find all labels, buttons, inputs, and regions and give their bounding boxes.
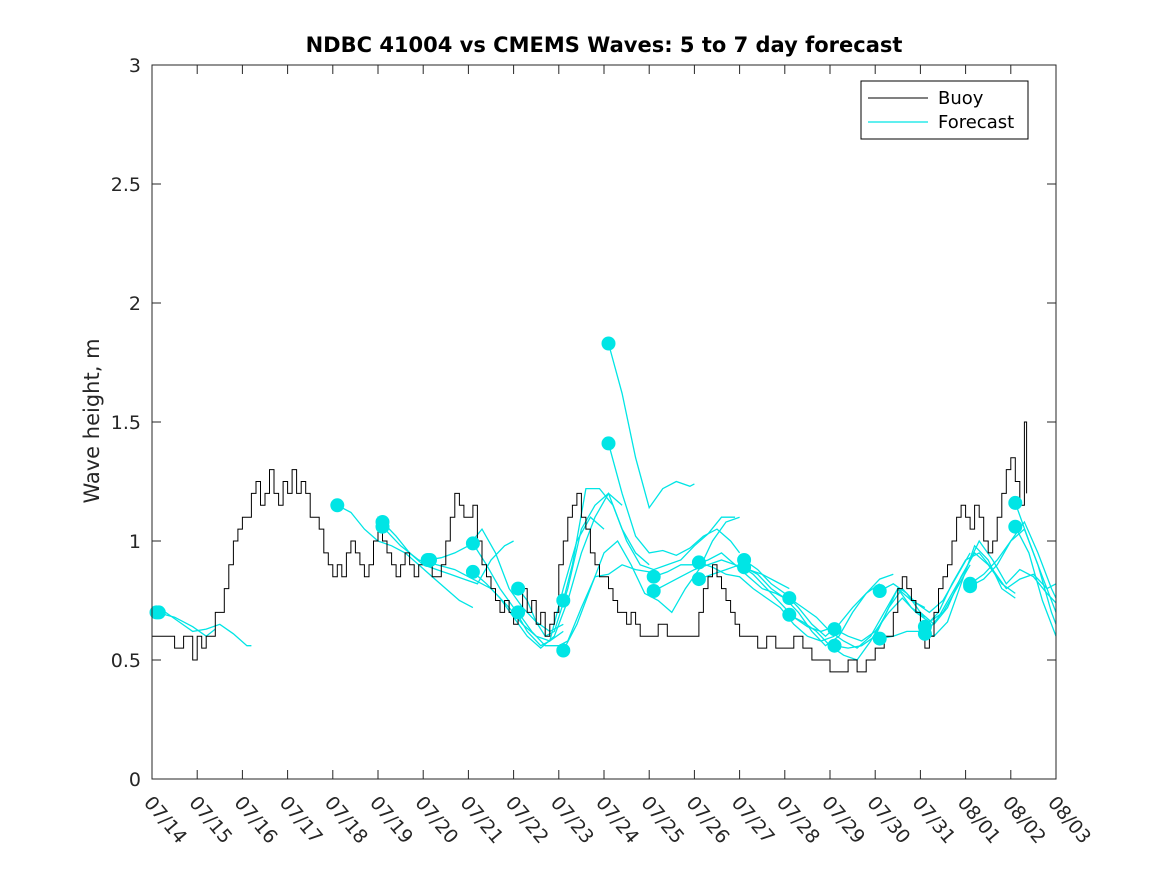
forecast-line-13 <box>607 343 695 510</box>
forecast-start-marker-31 <box>963 579 978 594</box>
legend-buoy-label: Buoy <box>938 88 984 109</box>
forecast-start-marker-33 <box>1008 519 1023 534</box>
legend-box <box>860 80 1029 140</box>
y-tick-label: 2 <box>129 293 141 315</box>
forecast-line-14 <box>607 443 741 557</box>
forecast-line-7 <box>472 516 605 647</box>
forecast-line-17 <box>698 561 835 642</box>
forecast-start-marker-24 <box>827 622 842 637</box>
forecast-line-21 <box>788 587 926 649</box>
forecast-start-marker-21 <box>737 560 752 575</box>
forecast-start-marker-12 <box>556 593 571 608</box>
chart-title: NDBC 41004 vs CMEMS Waves: 5 to 7 day fo… <box>306 33 903 57</box>
forecast-start-marker-27 <box>872 631 887 646</box>
forecast-start-marker-2 <box>151 605 166 620</box>
buoy-line <box>152 421 1028 673</box>
axes-background <box>152 65 1056 779</box>
forecast-line-16 <box>653 559 790 602</box>
plot-area: 00.511.522.5307/1407/1507/1607/1707/1807… <box>111 55 1095 848</box>
legend: Buoy Forecast <box>860 80 1029 140</box>
forecast-start-marker-26 <box>872 584 887 598</box>
y-tick-label: 1 <box>129 531 141 553</box>
y-tick-label: 1.5 <box>111 412 141 434</box>
y-tick-label: 3 <box>129 55 141 77</box>
forecast-line-30 <box>969 527 1057 625</box>
forecast-start-marker-23 <box>782 607 797 622</box>
forecast-line-32 <box>1014 526 1057 637</box>
forecast-start-marker-7 <box>423 553 437 567</box>
forecast-start-marker-29 <box>917 626 932 641</box>
forecast-line-6 <box>427 527 564 633</box>
forecast-start-marker-19 <box>691 572 706 587</box>
forecast-line-23 <box>834 564 971 642</box>
forecast-line-11 <box>562 487 736 601</box>
legend-forecast-label: Forecast <box>938 112 1014 133</box>
forecast-start-marker-16 <box>646 569 661 584</box>
forecast-line-4 <box>382 521 514 585</box>
forecast-start-marker-25 <box>827 638 842 653</box>
forecast-start-marker-32 <box>1008 495 1023 510</box>
forecast-line-10 <box>517 564 650 647</box>
forecast-line-28 <box>924 539 1057 635</box>
forecast-line-25 <box>879 551 1016 626</box>
forecast-start-marker-3 <box>330 498 345 513</box>
y-tick-label: 0.5 <box>111 650 141 672</box>
forecast-start-marker-10 <box>511 581 526 596</box>
forecast-start-marker-9 <box>465 564 480 579</box>
y-tick-label: 0 <box>129 769 141 791</box>
forecast-start-marker-5 <box>375 519 390 534</box>
forecast-start-marker-11 <box>511 605 526 620</box>
y-axis-label: Wave height, m <box>80 338 104 503</box>
forecast-start-marker-15 <box>601 436 616 451</box>
forecast-start-marker-22 <box>782 591 797 606</box>
forecast-line-15 <box>653 552 790 590</box>
forecast-line-19 <box>743 559 881 638</box>
forecast-start-marker-8 <box>465 536 480 551</box>
forecast-line-2 <box>156 611 216 638</box>
forecast-line-9 <box>517 492 650 638</box>
forecast-start-marker-18 <box>691 555 706 570</box>
forecast-start-marker-13 <box>556 643 571 658</box>
forecast-start-marker-17 <box>646 584 661 598</box>
forecast-line-8 <box>472 492 623 649</box>
forecast-start-marker-14 <box>601 336 616 351</box>
forecast-line-5 <box>382 526 564 642</box>
forecast-line-31 <box>1014 502 1057 613</box>
y-tick-label: 2.5 <box>111 174 141 196</box>
forecast-line-20 <box>743 566 894 647</box>
